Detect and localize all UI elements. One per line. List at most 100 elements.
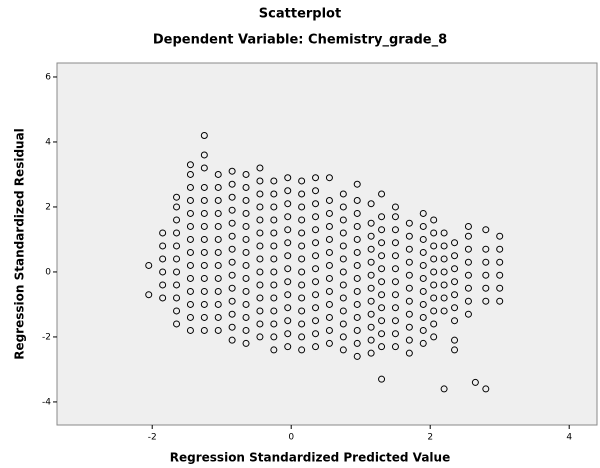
point — [325, 300, 333, 308]
point — [419, 235, 427, 243]
point — [339, 203, 347, 211]
point — [173, 294, 181, 302]
point — [200, 313, 208, 321]
y-tick-label: -4 — [42, 397, 51, 407]
point — [353, 222, 361, 230]
point — [256, 177, 264, 185]
point — [339, 281, 347, 289]
point — [430, 255, 438, 263]
point — [353, 196, 361, 204]
point — [471, 378, 479, 386]
point — [312, 265, 320, 273]
point — [173, 307, 181, 315]
point — [159, 294, 167, 302]
point — [440, 242, 448, 250]
point — [464, 222, 472, 230]
point — [325, 222, 333, 230]
point — [378, 190, 386, 198]
point — [339, 346, 347, 354]
point — [256, 242, 264, 250]
point — [419, 287, 427, 295]
point — [173, 229, 181, 237]
point — [214, 183, 222, 191]
point — [256, 255, 264, 263]
point — [353, 300, 361, 308]
point — [173, 268, 181, 276]
point — [298, 268, 306, 276]
point — [353, 326, 361, 334]
point — [482, 284, 490, 292]
point — [339, 333, 347, 341]
point — [353, 274, 361, 282]
point — [325, 313, 333, 321]
point — [214, 170, 222, 178]
point — [451, 317, 459, 325]
point — [496, 232, 504, 240]
point — [391, 213, 399, 221]
point — [186, 161, 194, 169]
point — [228, 310, 236, 318]
point — [284, 213, 292, 221]
point — [256, 333, 264, 341]
point — [367, 323, 375, 331]
point — [214, 326, 222, 334]
point — [312, 200, 320, 208]
point — [367, 258, 375, 266]
point — [200, 164, 208, 172]
y-axis-label: Regression Standardized Residual — [13, 128, 27, 360]
chart-title: Scatterplot — [259, 7, 341, 22]
point — [312, 252, 320, 260]
x-tick-label: 0 — [288, 433, 294, 443]
point — [378, 239, 386, 247]
point — [242, 209, 250, 217]
point — [186, 222, 194, 230]
point — [242, 326, 250, 334]
point — [200, 326, 208, 334]
point — [186, 274, 194, 282]
point — [464, 271, 472, 279]
point — [270, 281, 278, 289]
point — [325, 235, 333, 243]
point — [419, 274, 427, 282]
point — [270, 268, 278, 276]
point — [214, 261, 222, 269]
point — [270, 320, 278, 328]
point — [270, 294, 278, 302]
point — [353, 180, 361, 188]
point — [200, 248, 208, 256]
point — [284, 174, 292, 182]
point — [228, 245, 236, 253]
point — [430, 333, 438, 341]
point — [200, 183, 208, 191]
point — [325, 339, 333, 347]
point — [256, 216, 264, 224]
point — [391, 203, 399, 211]
point — [312, 226, 320, 234]
point — [228, 219, 236, 227]
point — [242, 196, 250, 204]
point — [256, 307, 264, 315]
point — [405, 232, 413, 240]
point — [325, 287, 333, 295]
point — [242, 183, 250, 191]
point — [419, 326, 427, 334]
point — [312, 213, 320, 221]
point — [405, 323, 413, 331]
point — [312, 187, 320, 195]
point — [378, 252, 386, 260]
point — [464, 284, 472, 292]
point — [186, 196, 194, 204]
x-tick-label: -2 — [148, 433, 157, 443]
point — [173, 255, 181, 263]
point — [173, 216, 181, 224]
point — [145, 291, 153, 299]
point — [378, 213, 386, 221]
point — [496, 245, 504, 253]
point — [451, 265, 459, 273]
point — [339, 294, 347, 302]
point — [405, 245, 413, 253]
point — [419, 209, 427, 217]
point — [312, 317, 320, 325]
point — [256, 294, 264, 302]
point — [419, 261, 427, 269]
